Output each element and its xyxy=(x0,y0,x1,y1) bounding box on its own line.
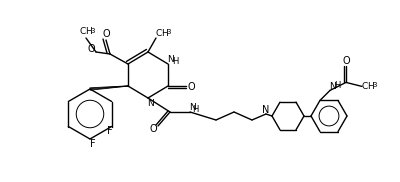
Text: H: H xyxy=(192,104,198,114)
Text: O: O xyxy=(149,124,157,134)
Text: F: F xyxy=(107,126,112,136)
Text: N: N xyxy=(262,105,270,115)
Text: 3: 3 xyxy=(91,28,95,34)
Text: O: O xyxy=(342,56,350,66)
Text: 3: 3 xyxy=(167,29,171,35)
Text: F: F xyxy=(90,139,96,149)
Text: H: H xyxy=(334,81,340,90)
Text: N: N xyxy=(189,102,195,112)
Text: N: N xyxy=(148,98,154,108)
Text: O: O xyxy=(87,44,95,54)
Text: H: H xyxy=(85,27,91,37)
Text: H: H xyxy=(161,29,167,37)
Text: N: N xyxy=(168,54,174,64)
Text: H: H xyxy=(172,58,178,66)
Text: C: C xyxy=(156,29,162,37)
Text: O: O xyxy=(102,29,110,39)
Text: N: N xyxy=(329,82,335,91)
Text: H: H xyxy=(367,82,373,91)
Text: 3: 3 xyxy=(373,82,377,88)
Text: C: C xyxy=(362,82,368,91)
Text: C: C xyxy=(80,27,86,37)
Text: O: O xyxy=(187,82,195,92)
